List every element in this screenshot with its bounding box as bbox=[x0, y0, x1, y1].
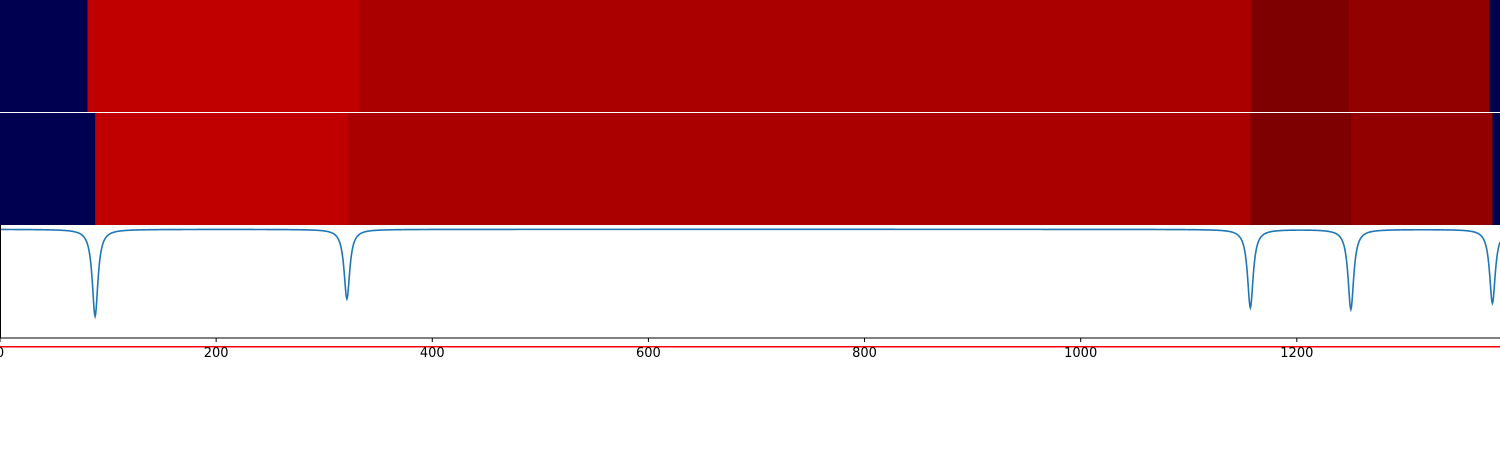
x-tick-label: 200 bbox=[204, 346, 229, 361]
heatmap-segment bbox=[347, 113, 1251, 225]
heatmap-segment bbox=[1489, 0, 1500, 112]
heatmap-segment bbox=[95, 113, 349, 225]
x-tick-label: 0 bbox=[0, 346, 4, 361]
heatmap-segment bbox=[1350, 113, 1493, 225]
heatmap-segment bbox=[358, 0, 1252, 112]
x-tick-label: 1200 bbox=[1280, 346, 1313, 361]
heatmap-segment bbox=[1251, 0, 1350, 112]
heatmap-bottom-panel bbox=[0, 113, 1500, 225]
heatmap-segment bbox=[87, 0, 360, 112]
heatmap-segment bbox=[0, 0, 89, 112]
heatmap-segment bbox=[1348, 0, 1490, 112]
x-tick-label: 1000 bbox=[1064, 346, 1097, 361]
signal-panel: 0 200 400 600 800 1000 1200 bbox=[0, 225, 1500, 361]
heatmap-segment bbox=[1492, 113, 1500, 225]
x-tick-label: 400 bbox=[420, 346, 445, 361]
x-tick-label: 800 bbox=[852, 346, 877, 361]
signal-plot-area bbox=[0, 225, 1500, 338]
heatmap-top-panel bbox=[0, 0, 1500, 112]
x-tick-label: 600 bbox=[636, 346, 661, 361]
signal-line bbox=[0, 228, 1500, 320]
heatmap-segment bbox=[0, 113, 96, 225]
heatmap-segment bbox=[1250, 113, 1352, 225]
